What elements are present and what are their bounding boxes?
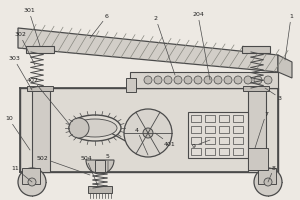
Bar: [233, 126, 243, 133]
Text: 302: 302: [14, 32, 35, 65]
Bar: [191, 115, 201, 122]
Bar: [191, 126, 201, 133]
Bar: [219, 137, 229, 144]
Bar: [32, 88, 50, 172]
Circle shape: [204, 76, 212, 84]
Text: 303: 303: [8, 56, 32, 90]
Bar: [205, 115, 215, 122]
Polygon shape: [130, 72, 278, 88]
Circle shape: [224, 76, 232, 84]
Circle shape: [244, 76, 252, 84]
Text: 2: 2: [154, 17, 175, 75]
Text: 504: 504: [80, 156, 98, 186]
Circle shape: [144, 76, 152, 84]
Bar: [242, 46, 270, 53]
Bar: [233, 115, 243, 122]
Text: 204: 204: [192, 12, 210, 80]
Text: 9: 9: [192, 140, 210, 148]
Circle shape: [174, 76, 182, 84]
Circle shape: [264, 76, 272, 84]
Text: 10: 10: [5, 116, 30, 150]
Circle shape: [254, 76, 262, 84]
Circle shape: [264, 178, 272, 186]
Text: 301: 301: [23, 8, 40, 46]
Circle shape: [154, 76, 162, 84]
Bar: [205, 137, 215, 144]
Circle shape: [143, 128, 153, 138]
Bar: [126, 78, 136, 92]
Text: 3: 3: [265, 88, 282, 100]
Bar: [88, 186, 112, 193]
Circle shape: [164, 76, 172, 84]
Bar: [258, 168, 276, 184]
Bar: [205, 126, 215, 133]
Polygon shape: [18, 28, 278, 72]
Bar: [191, 137, 201, 144]
Wedge shape: [86, 160, 114, 174]
Text: 8: 8: [268, 166, 276, 182]
Circle shape: [124, 109, 172, 157]
Bar: [219, 148, 229, 155]
Circle shape: [194, 76, 202, 84]
Bar: [95, 160, 105, 172]
Bar: [205, 148, 215, 155]
Circle shape: [254, 168, 282, 196]
Circle shape: [18, 168, 46, 196]
Bar: [219, 115, 229, 122]
Text: 7: 7: [255, 112, 268, 148]
Circle shape: [28, 178, 36, 186]
Bar: [188, 112, 248, 158]
Bar: [233, 148, 243, 155]
Bar: [243, 86, 269, 91]
Text: 5: 5: [106, 154, 110, 172]
Bar: [20, 88, 278, 172]
Bar: [219, 126, 229, 133]
Text: 407: 407: [27, 77, 70, 125]
Text: 1: 1: [285, 15, 293, 60]
Bar: [248, 148, 268, 170]
Text: 6: 6: [90, 14, 109, 38]
Circle shape: [214, 76, 222, 84]
Circle shape: [184, 76, 192, 84]
Bar: [233, 137, 243, 144]
Bar: [27, 86, 53, 91]
Text: 11: 11: [11, 166, 32, 182]
Polygon shape: [278, 55, 292, 78]
Text: 4: 4: [135, 128, 148, 155]
Text: 502: 502: [36, 156, 90, 175]
Bar: [191, 148, 201, 155]
Text: 401: 401: [155, 133, 176, 146]
Bar: [26, 46, 54, 53]
Circle shape: [69, 118, 89, 138]
Circle shape: [234, 76, 242, 84]
Ellipse shape: [73, 119, 117, 137]
Bar: [248, 88, 266, 172]
Bar: [22, 168, 40, 184]
